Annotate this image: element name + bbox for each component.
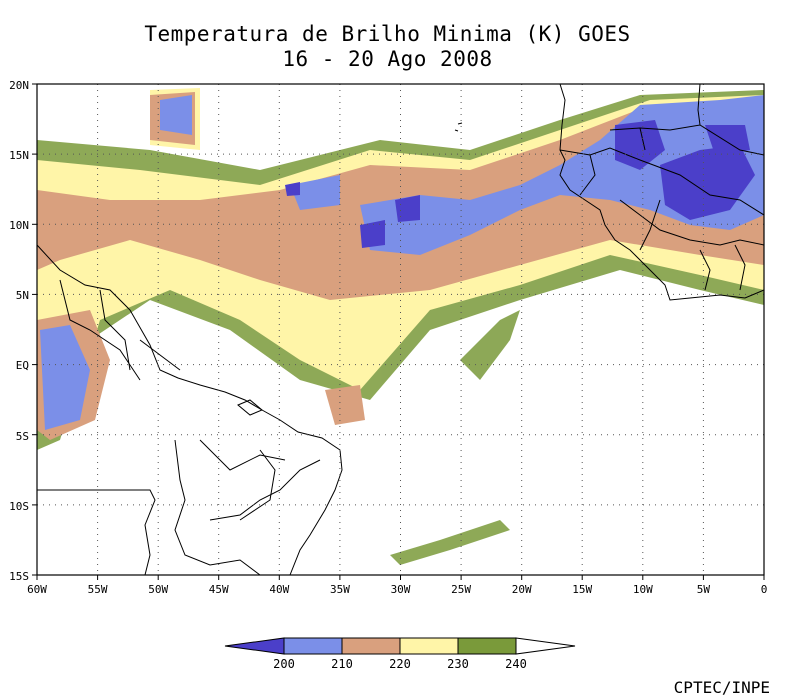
lat-label-10n: 10N [9,219,29,232]
lat-label-15n: 15N [9,149,29,162]
lon-label-35w: 35W [330,583,350,596]
lon-label-60w: 60W [27,583,47,596]
lon-label-30w: 30W [391,583,411,596]
lon-label-50w: 50W [148,583,168,596]
colorbar-swatch-200-210 [283,637,343,655]
lon-label-15w: 15W [572,583,592,596]
lon-label-5w: 5W [697,583,711,596]
colorbar-swatch-220-230 [399,637,459,655]
colorbar-swatch-230-240 [457,637,517,655]
axis-ticks [32,83,765,580]
map-subtitle: 16 - 20 Ago 2008 [282,47,493,71]
lon-label-0: 0 [761,583,768,596]
lon-label-25w: 25W [451,583,471,596]
temperature-field [37,88,764,565]
lat-label-eq: EQ [16,359,29,372]
lat-label-15s: 15S [9,570,29,583]
colorbar-label-210: 210 [331,657,353,671]
colorbar-label-220: 220 [389,657,411,671]
colorbar-swatch-high-end [515,637,576,655]
colorbar [224,637,576,655]
map-title: Temperatura de Brilho Minima (K) GOES [144,22,631,46]
colorbar-label-230: 230 [447,657,469,671]
colorbar-swatch-low-end [224,637,285,655]
lon-label-40w: 40W [269,583,289,596]
colorbar-label-200: 200 [273,657,295,671]
lat-label-20n: 20N [9,79,29,92]
colorbar-label-240: 240 [505,657,527,671]
field-200 [285,120,755,248]
lon-label-55w: 55W [88,583,108,596]
lon-label-20w: 20W [512,583,532,596]
lat-label-5s: 5S [16,430,29,443]
lon-label-10w: 10W [633,583,653,596]
lon-label-45w: 45W [209,583,229,596]
lat-label-5n: 5N [16,289,29,302]
field-210 [40,95,764,430]
coastlines [37,84,764,575]
colorbar-swatch-210-220 [341,637,401,655]
lat-label-10s: 10S [9,500,29,513]
credit-label: CPTEC/INPE [673,678,770,697]
